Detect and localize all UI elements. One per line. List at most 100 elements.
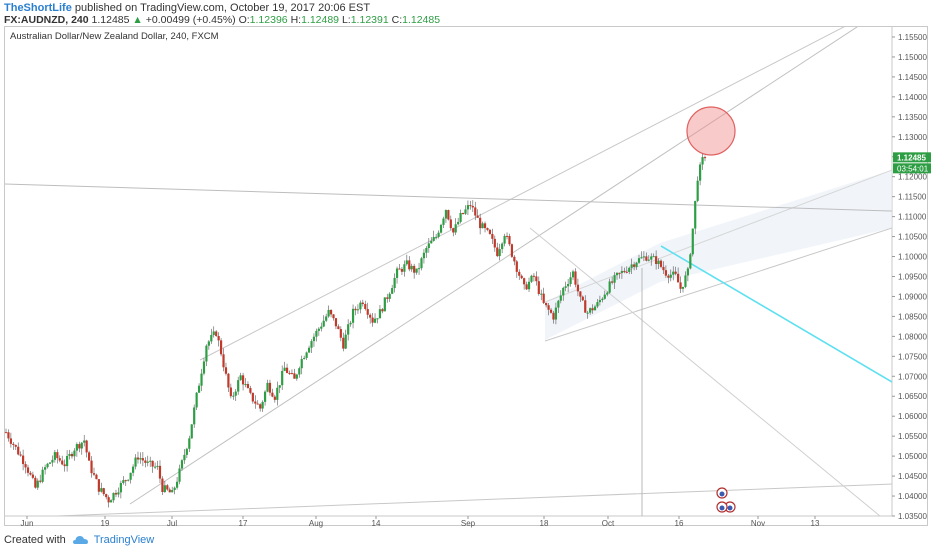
candle-body bbox=[615, 272, 619, 276]
candle-body bbox=[652, 256, 655, 258]
candle-body bbox=[420, 258, 423, 269]
shaded-channel[interactable] bbox=[545, 170, 892, 340]
candle-body bbox=[210, 334, 213, 342]
target-circle[interactable] bbox=[686, 106, 736, 156]
candle-body bbox=[354, 308, 357, 311]
candle-body bbox=[388, 293, 391, 299]
candle-body bbox=[290, 373, 294, 375]
x-tick-label: 16 bbox=[675, 519, 684, 528]
projection-line[interactable] bbox=[660, 245, 892, 383]
candle-body bbox=[576, 284, 580, 292]
candle-body bbox=[102, 488, 105, 495]
candle-body bbox=[493, 238, 496, 248]
y-tick-label: 1.10500 bbox=[898, 233, 927, 242]
candle-body bbox=[689, 254, 692, 269]
candle-body bbox=[461, 213, 465, 215]
candle-body bbox=[432, 237, 435, 241]
candle-body bbox=[332, 314, 335, 319]
candle-body bbox=[171, 490, 174, 493]
candle-body bbox=[359, 302, 362, 310]
x-tick-label: Jul bbox=[167, 519, 177, 528]
candle-body bbox=[623, 270, 626, 272]
candle-body bbox=[107, 497, 110, 503]
support-line[interactable] bbox=[5, 483, 892, 518]
candle-body bbox=[633, 264, 636, 267]
candle-body bbox=[530, 275, 533, 282]
candle-body bbox=[637, 258, 641, 263]
candle-body bbox=[254, 401, 257, 404]
candle-body bbox=[237, 380, 240, 392]
candle-body bbox=[496, 247, 499, 257]
tradingview-brand[interactable]: TradingView bbox=[93, 534, 155, 546]
candle-body bbox=[378, 309, 382, 319]
candle-body bbox=[408, 260, 411, 270]
symbol-bar: FX:AUDNZD, 240 1.12485 ▲ +0.00499 (+0.45… bbox=[4, 14, 440, 26]
candle-body bbox=[134, 457, 137, 467]
candle-body bbox=[285, 367, 289, 373]
candle-body bbox=[376, 318, 379, 320]
candle-body bbox=[39, 480, 42, 482]
event-marker-icon-dot bbox=[719, 505, 725, 511]
channel-upper-line[interactable] bbox=[544, 169, 892, 303]
candle-body bbox=[686, 268, 689, 276]
trend-upper-line[interactable] bbox=[199, 2, 892, 361]
candle-body bbox=[361, 302, 364, 305]
candle-body bbox=[56, 452, 59, 459]
candle-body bbox=[68, 453, 71, 457]
candle-body bbox=[195, 392, 198, 408]
candle-body bbox=[417, 268, 421, 270]
countdown-tag bbox=[893, 163, 931, 174]
candle-body bbox=[371, 317, 374, 323]
candle-body bbox=[479, 217, 482, 229]
candle-body bbox=[263, 391, 267, 402]
descending-line[interactable] bbox=[529, 227, 881, 516]
candle-body bbox=[83, 440, 86, 443]
candle-body bbox=[119, 482, 122, 493]
candle-body bbox=[498, 249, 501, 257]
candle-body bbox=[505, 235, 509, 237]
resistance-line[interactable] bbox=[5, 183, 892, 212]
candle-body bbox=[559, 295, 562, 301]
candle-body bbox=[129, 472, 132, 480]
candle-body bbox=[596, 302, 599, 307]
candle-body bbox=[70, 453, 74, 457]
candle-body bbox=[535, 276, 538, 282]
candle-body bbox=[217, 336, 220, 341]
channel-lower-line[interactable] bbox=[544, 227, 892, 342]
candle-body bbox=[469, 205, 472, 207]
candle-body bbox=[342, 337, 345, 349]
x-tick-label: 14 bbox=[372, 519, 381, 528]
candle-body bbox=[144, 460, 147, 463]
candle-body bbox=[613, 275, 616, 283]
candle-body bbox=[662, 266, 665, 271]
candle-body bbox=[694, 200, 697, 229]
candle-body bbox=[554, 307, 558, 320]
candle-body bbox=[593, 306, 597, 311]
candle-body bbox=[452, 228, 455, 233]
y-tick-label: 1.14500 bbox=[898, 73, 927, 82]
y-tick-label: 1.04000 bbox=[898, 492, 927, 501]
chart-frame[interactable] bbox=[4, 26, 928, 526]
candle-body bbox=[90, 460, 93, 474]
candle-body bbox=[87, 452, 91, 461]
candle-body bbox=[611, 281, 614, 283]
candle-body bbox=[413, 265, 416, 273]
candle-body bbox=[435, 236, 438, 238]
candle-body bbox=[405, 260, 408, 265]
candle-body bbox=[117, 492, 120, 495]
candle-body bbox=[202, 361, 206, 374]
candle-body bbox=[403, 264, 406, 272]
candle-body bbox=[180, 460, 184, 469]
candle-body bbox=[85, 440, 88, 453]
candle-body bbox=[166, 485, 169, 490]
candle-body bbox=[31, 474, 34, 478]
candle-body bbox=[303, 357, 306, 360]
x-tick-label: Sep bbox=[461, 519, 476, 528]
candle-body bbox=[288, 372, 291, 374]
candle-body bbox=[483, 223, 487, 229]
author-link[interactable]: TheShortLife bbox=[4, 2, 72, 14]
candle-body bbox=[454, 224, 457, 233]
y-tick-label: 1.11000 bbox=[898, 213, 927, 222]
candle-body bbox=[584, 300, 587, 313]
